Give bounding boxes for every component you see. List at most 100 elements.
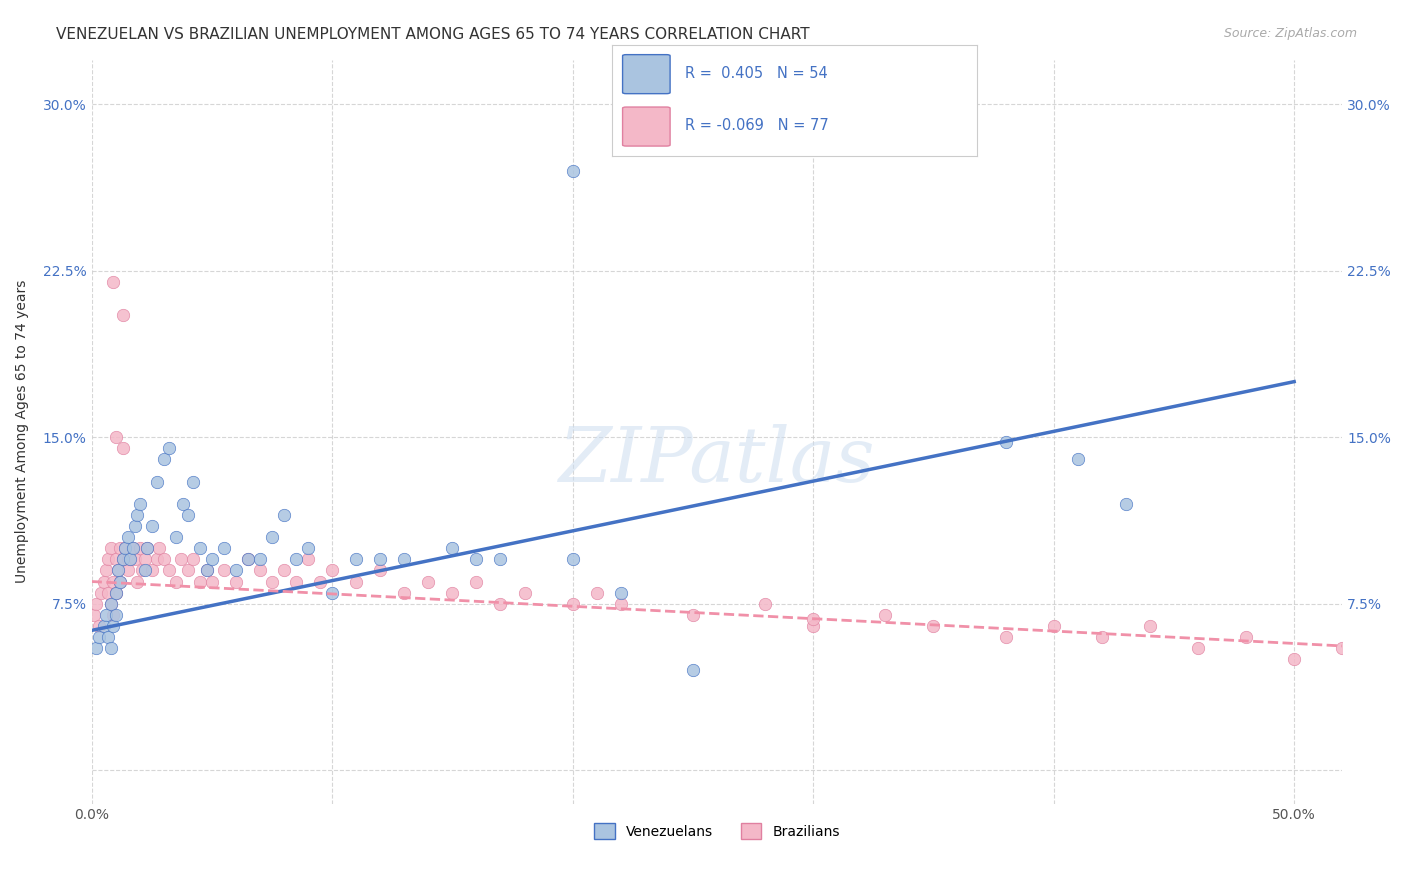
Point: [120, 552, 142, 566]
Text: VENEZUELAN VS BRAZILIAN UNEMPLOYMENT AMONG AGES 65 TO 74 YEARS CORRELATION CHART: VENEZUELAN VS BRAZILIAN UNEMPLOYMENT AMO…: [56, 27, 810, 42]
Point: [121, 541, 143, 556]
Point: [922, 619, 945, 633]
Point: [561, 552, 583, 566]
Point: [86, 641, 108, 656]
Point: [136, 541, 159, 556]
FancyBboxPatch shape: [623, 54, 671, 94]
Point: [875, 607, 897, 622]
Point: [609, 585, 631, 599]
Text: ZIPatlas: ZIPatlas: [558, 425, 876, 499]
Point: [111, 552, 134, 566]
Point: [124, 519, 146, 533]
Point: [394, 552, 416, 566]
Point: [465, 552, 488, 566]
Point: [117, 552, 139, 566]
Point: [201, 552, 224, 566]
Point: [1067, 452, 1090, 467]
Point: [682, 607, 704, 622]
Text: R = -0.069   N = 77: R = -0.069 N = 77: [685, 119, 828, 134]
Point: [273, 508, 295, 522]
Point: [368, 563, 391, 577]
Point: [145, 475, 167, 489]
Point: [1234, 630, 1257, 644]
Point: [181, 552, 204, 566]
Point: [1091, 630, 1114, 644]
Point: [117, 530, 139, 544]
Point: [801, 619, 824, 633]
Point: [285, 552, 308, 566]
Point: [104, 585, 127, 599]
Point: [87, 630, 110, 644]
Point: [513, 585, 536, 599]
Point: [83, 607, 105, 622]
Point: [177, 563, 200, 577]
Point: [609, 597, 631, 611]
Point: [489, 552, 512, 566]
Point: [754, 597, 776, 611]
Point: [368, 552, 391, 566]
Point: [225, 563, 247, 577]
Point: [111, 552, 134, 566]
Point: [195, 563, 218, 577]
Point: [169, 552, 191, 566]
Point: [165, 530, 187, 544]
Point: [141, 519, 163, 533]
Point: [249, 563, 271, 577]
Point: [97, 585, 120, 599]
Point: [297, 541, 319, 556]
Point: [212, 541, 235, 556]
Point: [172, 497, 194, 511]
Point: [114, 541, 136, 556]
Point: [682, 664, 704, 678]
Point: [97, 552, 120, 566]
Point: [1187, 641, 1209, 656]
Point: [321, 563, 343, 577]
Point: [103, 275, 125, 289]
Point: [121, 541, 143, 556]
Point: [994, 434, 1017, 449]
Point: [309, 574, 332, 589]
Point: [114, 541, 136, 556]
Y-axis label: Unemployment Among Ages 65 to 74 years: Unemployment Among Ages 65 to 74 years: [15, 280, 30, 583]
FancyBboxPatch shape: [623, 107, 671, 146]
Point: [236, 552, 259, 566]
Point: [124, 552, 146, 566]
Point: [181, 475, 204, 489]
Point: [188, 574, 211, 589]
Text: R =  0.405   N = 54: R = 0.405 N = 54: [685, 66, 828, 81]
Point: [152, 552, 174, 566]
Point: [100, 597, 122, 611]
Point: [94, 563, 117, 577]
Point: [120, 552, 142, 566]
Point: [489, 597, 512, 611]
Point: [100, 541, 122, 556]
Point: [195, 563, 218, 577]
Point: [103, 574, 125, 589]
Point: [134, 552, 156, 566]
Point: [104, 607, 127, 622]
Point: [1139, 619, 1161, 633]
Point: [1115, 497, 1137, 511]
Point: [260, 530, 283, 544]
Point: [1042, 619, 1064, 633]
Point: [157, 442, 180, 456]
Point: [225, 574, 247, 589]
Point: [188, 541, 211, 556]
Point: [104, 552, 127, 566]
Point: [236, 552, 259, 566]
Point: [128, 541, 150, 556]
Point: [148, 541, 170, 556]
Point: [110, 574, 132, 589]
Point: [260, 574, 283, 589]
Point: [134, 563, 156, 577]
Point: [177, 508, 200, 522]
Point: [131, 563, 153, 577]
Point: [201, 574, 224, 589]
Point: [86, 597, 108, 611]
Point: [344, 574, 367, 589]
Legend: Venezuelans, Brazilians: Venezuelans, Brazilians: [588, 817, 845, 845]
Point: [117, 563, 139, 577]
Point: [1282, 652, 1305, 666]
Point: [212, 563, 235, 577]
Point: [103, 607, 125, 622]
